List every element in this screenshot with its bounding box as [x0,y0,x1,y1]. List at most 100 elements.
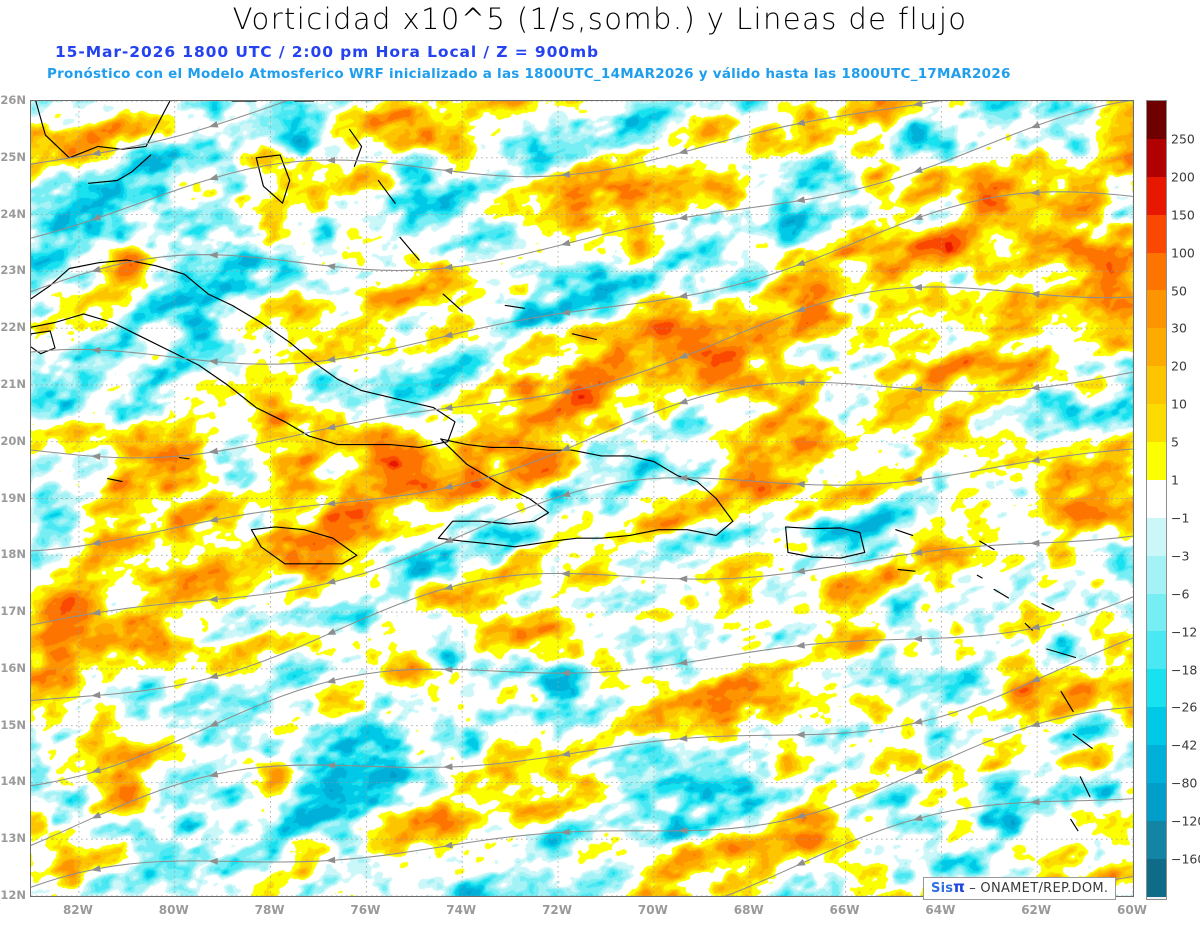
coastline-hispaniola [437,438,734,548]
forecast-datetime: 15-Mar-2026 1800 UTC / 2:00 pm Hora Loca… [55,43,599,61]
coastline-st-lucia [1079,776,1091,798]
streamline-arrow [678,575,688,583]
streamline-arrow [795,480,805,488]
colorbar-tick-label: 5 [1171,434,1179,450]
streamline-arrow [208,857,218,865]
streamline-arrow [208,595,218,603]
streamline-arrow [326,676,336,684]
streamline-arrow [443,483,454,490]
streamline-arrow [678,474,688,482]
coastline-st-croix [897,568,916,572]
latitude-tick-label: 26N [0,93,26,107]
streamline-arrow [795,305,806,313]
latitude-tick-label: 15N [0,717,26,732]
streamline-arrow [1030,623,1040,631]
coastline-jamaica [250,526,358,565]
colorbar-band [1147,328,1166,367]
latitude-tick-label: 21N [0,376,26,391]
colorbar-band [1147,252,1166,291]
longitude-tick-label: 60W [1117,903,1147,917]
streamline-arrow [325,263,336,270]
streamline [31,371,1133,552]
longitude-tick-label: 74W [446,903,477,917]
streamline-arrow [91,453,101,461]
streamline-arrow [795,379,805,386]
coastline-florida-keys [87,154,152,184]
streamline-arrow [678,213,688,221]
coastline-florida [35,101,171,159]
streamline-arrow [91,811,102,819]
latitude-tick-label: 12N [0,888,26,902]
colorbar-tick-label: −1 [1171,510,1190,526]
latitude-tick-label: 25N [0,149,26,164]
coastline-stkitts [993,588,1009,599]
model-description: Pronóstico con el Modelo Atmosferico WRF… [47,66,1011,82]
streamline-arrow [678,658,688,666]
streamline-arrow [912,475,923,483]
colorbar-band [1147,707,1166,746]
streamline-arrow [795,859,806,867]
latitude-tick-label: 19N [0,490,26,505]
streamline-arrow [1030,456,1040,464]
streamline [31,637,1133,846]
coastline-cuba [31,259,456,448]
longitude-tick-label: 80W [158,903,189,917]
streamline-arrow [678,352,689,359]
colorbar-tick-label: 50 [1171,283,1187,299]
colorbar-tick-label: 200 [1171,169,1195,185]
latitude-tick-label: 24N [0,206,26,221]
streamline [31,286,1133,459]
colorbar-band [1147,176,1166,215]
streamline-arrow [208,447,219,455]
streamline-arrow [560,444,571,451]
vorticity-map-plot [30,100,1134,897]
longitude-tick-label: 82W [62,903,93,917]
streamline [31,191,1133,365]
streamline-arrow [912,386,923,393]
coastline-virgin-islands [895,529,914,536]
colorbar-band [1147,214,1166,253]
streamline [31,535,1133,702]
colorbar-tick-label: 1 [1171,472,1179,488]
streamline [31,448,1133,626]
pi-icon: π [953,878,966,896]
longitude-tick-label: 70W [637,903,668,917]
colorbar-tick-label: −80 [1171,775,1198,791]
coastline-st-vincent [1070,818,1079,832]
coastline-martinique [1072,733,1093,749]
colorbar-tick-label: −3 [1171,548,1190,564]
streamline [31,101,1132,293]
longitude-tick-label: 68W [733,903,764,917]
colorbar-tick-label: 250 [1171,131,1195,147]
latitude-tick-label: 17N [0,604,26,619]
coastline-puerto-rico [785,526,866,559]
streamline-arrow [91,265,102,273]
colorbar-band [1147,366,1166,405]
streamline-arrow [1030,384,1040,391]
longitude-tick-label: 76W [350,903,381,917]
streamline-arrow [678,147,688,155]
streamline-arrow [443,331,454,338]
vorticity-colorbar [1146,100,1167,900]
streamline-arrow [560,387,571,395]
streamline-arrow [325,761,336,769]
streamline-arrow [560,239,571,247]
streamline-arrow [913,767,923,775]
streamline-arrow [1030,121,1041,129]
streamline [31,706,1133,888]
coastline-dominica [1060,691,1074,712]
coastline-bahamas-eleuthera [349,128,363,167]
streamline-arrow [443,841,453,849]
streamline-arrow [443,583,454,591]
streamline-arrow [91,609,101,616]
streamline-arrow [91,766,102,774]
streamline-arrow [912,283,923,291]
colorbar-tick-label: −42 [1171,737,1198,753]
streamline-arrow [91,691,101,699]
colorbar-tick-label: 100 [1171,245,1195,261]
colorbar-tick-label: −120 [1171,813,1200,829]
streamline-arrow [91,213,102,221]
streamline-arrow [91,346,101,354]
streamline-arrow [560,750,571,758]
latitude-tick-label: 16N [0,660,26,675]
